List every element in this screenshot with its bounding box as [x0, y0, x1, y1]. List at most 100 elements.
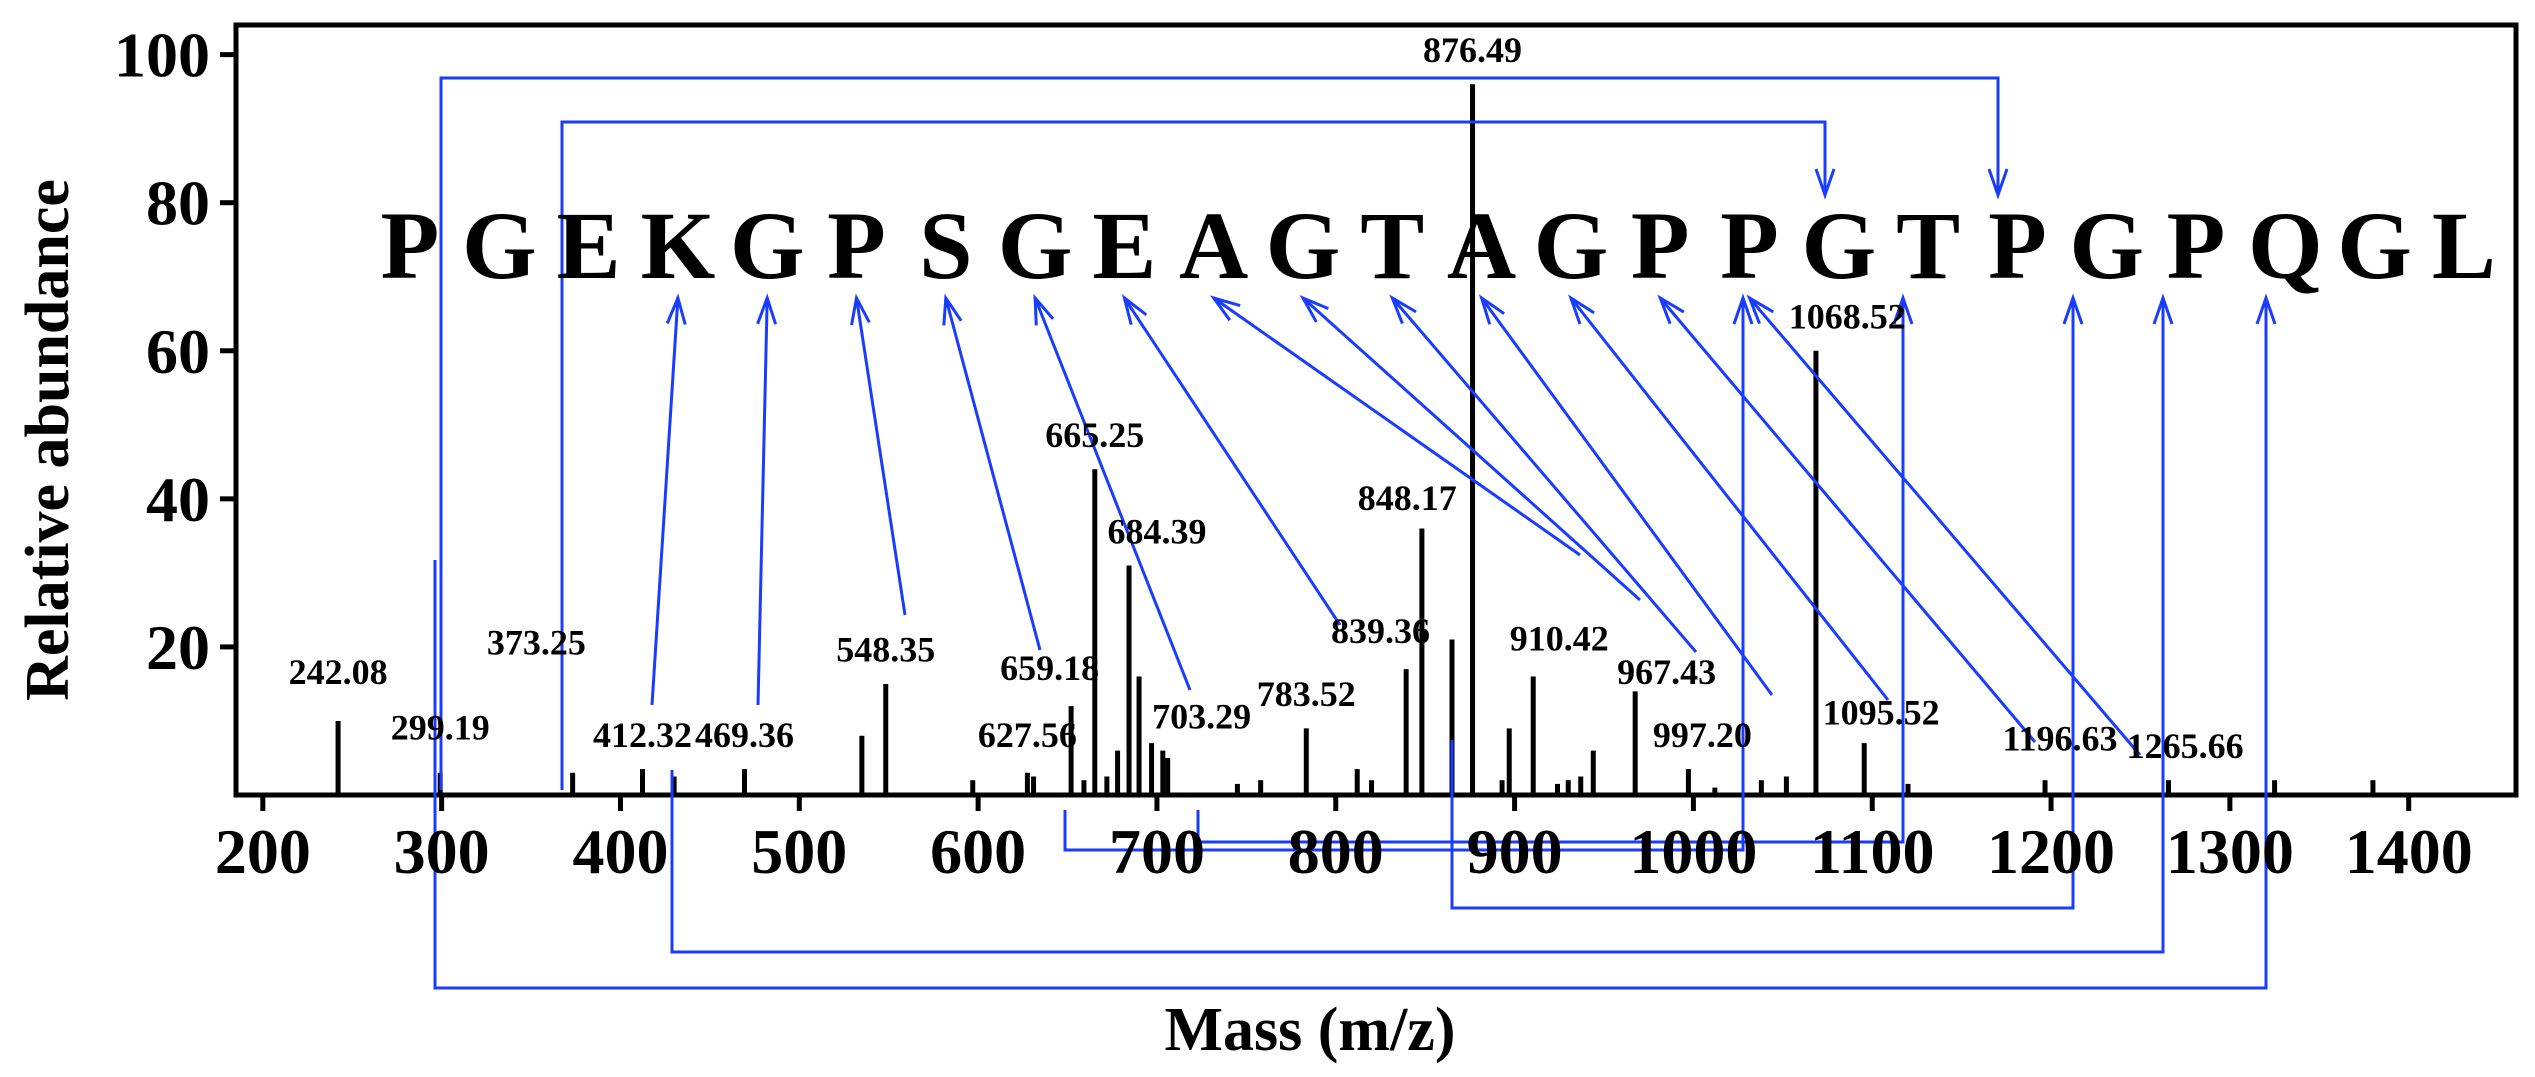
- x-axis-title: Mass (m/z): [1165, 996, 1456, 1064]
- peak-label: 412.32: [593, 715, 692, 755]
- sequence-letter: G: [2337, 192, 2412, 299]
- x-tick-label: 1200: [1987, 816, 2115, 887]
- sequence-letter: P: [2167, 192, 2226, 299]
- peak-label: 848.17: [1358, 478, 1457, 518]
- peak-label: 627.56: [978, 715, 1077, 755]
- x-tick-label: 500: [751, 816, 847, 887]
- arrow-head: [850, 293, 871, 326]
- connector-line: [1480, 297, 1774, 696]
- y-tick-label: 80: [146, 168, 210, 239]
- peak-label: 910.42: [1510, 619, 1609, 659]
- sequence-letter: G: [998, 192, 1073, 299]
- sequence-letter: L: [2432, 192, 2496, 299]
- arrow-head: [1987, 168, 2009, 200]
- peak-label: 548.35: [836, 630, 935, 670]
- y-tick-label: 100: [114, 20, 210, 91]
- x-tick-label: 1000: [1629, 816, 1757, 887]
- arrow-head: [1732, 293, 1754, 325]
- sequence-letter: G: [1801, 192, 1876, 299]
- arrow-head: [2062, 293, 2084, 325]
- connector-line: [1212, 296, 1581, 557]
- sequence-letter: K: [641, 192, 716, 299]
- x-tick-label: 200: [215, 816, 311, 887]
- bracket-connector: [1450, 298, 2075, 910]
- connector-line: [855, 297, 907, 616]
- bracket-connector: [1196, 298, 1905, 844]
- bracket-connector: [433, 298, 2268, 990]
- peak-label: 1095.52: [1823, 693, 1940, 733]
- connector-line: [944, 297, 1042, 651]
- x-tick-label: 300: [394, 816, 490, 887]
- peak-label: 997.20: [1653, 715, 1752, 755]
- x-tick-label: 600: [930, 816, 1026, 887]
- arrow-head: [1389, 294, 1417, 325]
- peak-label: 242.08: [289, 652, 388, 692]
- x-tick-label: 1400: [2345, 816, 2473, 887]
- connector-line: [650, 297, 680, 706]
- connector-line: [1301, 296, 1642, 602]
- y-tick-label: 20: [146, 612, 210, 683]
- top-bracket-connector: [439, 76, 2000, 790]
- peak-label: 659.18: [1000, 648, 1099, 688]
- arrow-head: [756, 293, 778, 325]
- peak-label: 1265.66: [2127, 726, 2244, 766]
- x-tick-label: 400: [572, 816, 668, 887]
- peak-label: 967.43: [1617, 652, 1716, 692]
- sequence-letter: P: [827, 192, 886, 299]
- arrow-head: [665, 293, 687, 325]
- connector-line: [756, 297, 769, 706]
- connector-line: [1659, 297, 2037, 743]
- sequence-letter: E: [557, 192, 621, 299]
- arrow-head: [1478, 294, 1506, 325]
- connector-line: [1569, 297, 1890, 701]
- arrow-head: [942, 293, 963, 326]
- x-tick-label: 900: [1467, 816, 1563, 887]
- peak-label: 299.19: [391, 707, 490, 747]
- sequence-letter: P: [1631, 192, 1690, 299]
- arrow-head: [1814, 168, 1836, 200]
- y-tick-label: 40: [146, 464, 210, 535]
- sequence-letter: G: [2069, 192, 2144, 299]
- peak-label: 373.25: [487, 622, 586, 662]
- sequence-letter: A: [1447, 192, 1516, 299]
- x-tick-label: 800: [1288, 816, 1384, 887]
- peak-label: 703.29: [1152, 696, 1251, 736]
- sequence-letter: G: [1266, 192, 1341, 299]
- arrow-head: [1033, 293, 1055, 326]
- top-bracket-connector: [560, 120, 1827, 790]
- connector-line: [1033, 297, 1192, 691]
- arrow-head: [1209, 295, 1241, 322]
- sequence-letter: A: [1179, 192, 1248, 299]
- peak-label: 783.52: [1257, 674, 1356, 714]
- connector-line: [1391, 297, 1698, 653]
- y-axis-title: Relative abundance: [14, 179, 82, 701]
- arrow-head: [1299, 294, 1329, 323]
- sequence-letter: E: [1092, 192, 1156, 299]
- peak-label: 1196.63: [2002, 719, 2117, 759]
- sequence-letter: T: [1896, 192, 1960, 299]
- peak-label: 684.39: [1107, 511, 1206, 551]
- sequence-letter: T: [1360, 192, 1424, 299]
- connector-line: [1123, 297, 1342, 626]
- peak-label: 876.49: [1423, 30, 1522, 70]
- connector-line: [1748, 297, 2142, 756]
- arrow-head: [1746, 294, 1774, 325]
- arrow-head: [1121, 294, 1148, 326]
- arrow-head: [2152, 293, 2174, 325]
- plot-frame: [233, 22, 2519, 798]
- sequence-letter: P: [381, 192, 440, 299]
- arrow-head: [1657, 294, 1685, 325]
- sequence-letter: S: [919, 192, 972, 299]
- arrow-head: [2255, 293, 2277, 325]
- bracket-connector: [670, 298, 2165, 954]
- arrow-head: [1568, 294, 1595, 325]
- peak-label: 1068.52: [1789, 297, 1906, 337]
- sequence-letter: G: [730, 192, 805, 299]
- y-tick-label: 60: [146, 316, 210, 387]
- peak-label: 665.25: [1045, 415, 1144, 455]
- sequence-letter: P: [1720, 192, 1779, 299]
- x-tick-label: 700: [1109, 816, 1205, 887]
- bracket-connector: [1063, 298, 1745, 852]
- arrow-head: [1892, 293, 1914, 325]
